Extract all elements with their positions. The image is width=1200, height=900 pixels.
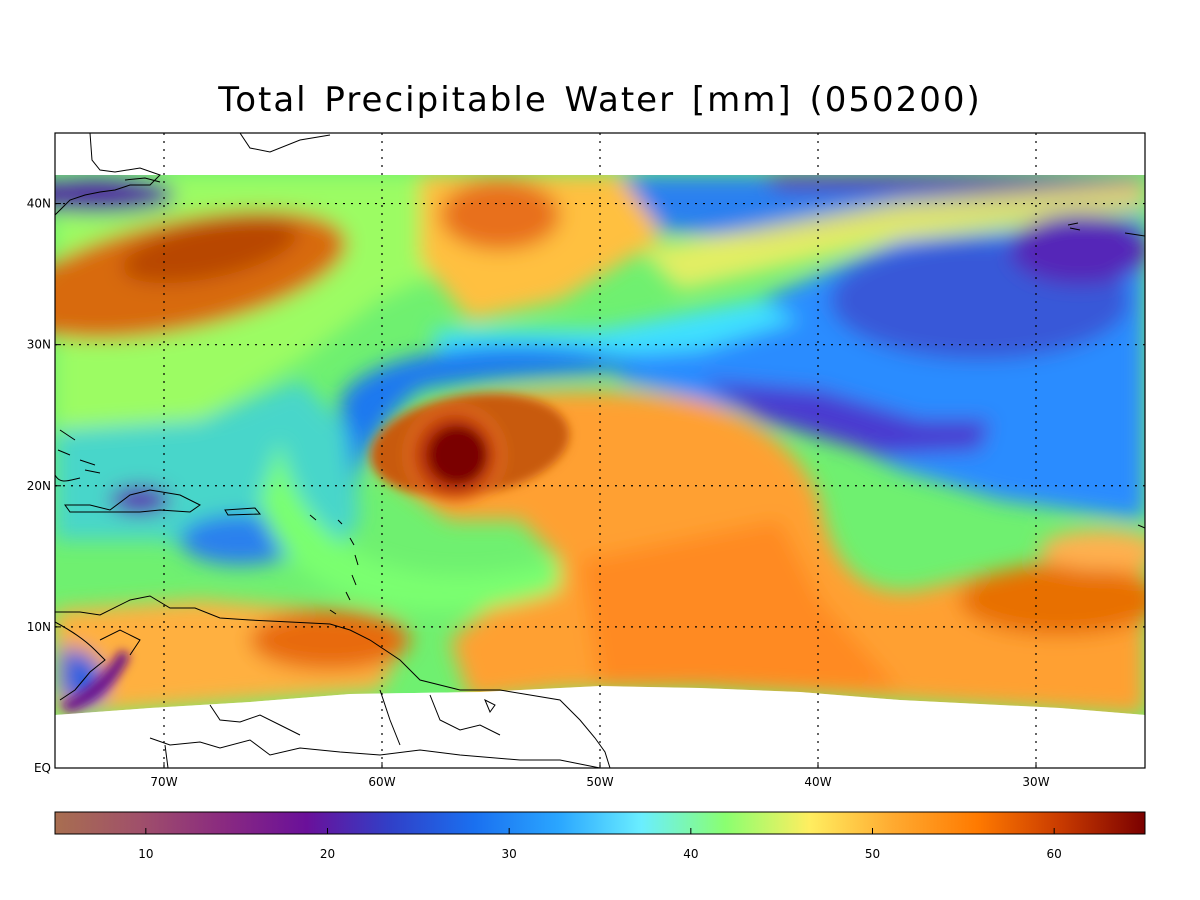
map-title: Total Precipitable Water [mm] (050200) bbox=[218, 80, 982, 120]
precipitable-water-field bbox=[55, 133, 1145, 768]
colorbar-tick-label-3: 40 bbox=[683, 847, 698, 861]
lon-tick-label-3: 40W bbox=[804, 775, 831, 789]
lon-tick-label-4: 30W bbox=[1022, 775, 1049, 789]
colorbar-tick-label-0: 10 bbox=[138, 847, 153, 861]
longitude-axis: 70W 60W 50W 40W 30W bbox=[150, 762, 1050, 789]
colorbar-ticks: 10 20 30 40 50 60 bbox=[138, 828, 1062, 861]
lon-tick-label-1: 60W bbox=[368, 775, 395, 789]
colorbar-tick-label-5: 60 bbox=[1047, 847, 1062, 861]
lat-tick-label-1: 10N bbox=[27, 620, 51, 634]
lat-tick-label-2: 20N bbox=[27, 479, 51, 493]
colorbar-tick-label-1: 20 bbox=[320, 847, 335, 861]
colorbar-tick-label-2: 30 bbox=[502, 847, 517, 861]
lat-tick-label-3: 30N bbox=[27, 338, 51, 352]
latitude-axis: EQ 10N 20N 30N 40N bbox=[27, 197, 61, 775]
colorbar: 10 20 30 40 50 60 bbox=[54, 811, 1146, 861]
lat-tick-label-0: EQ bbox=[34, 761, 51, 775]
lon-tick-label-0: 70W bbox=[150, 775, 177, 789]
coastlines bbox=[55, 133, 1145, 768]
lat-tick-label-4: 40N bbox=[27, 197, 51, 211]
lon-tick-label-2: 50W bbox=[586, 775, 613, 789]
colorbar-tick-label-4: 50 bbox=[865, 847, 880, 861]
map-gridlines bbox=[55, 133, 1145, 768]
